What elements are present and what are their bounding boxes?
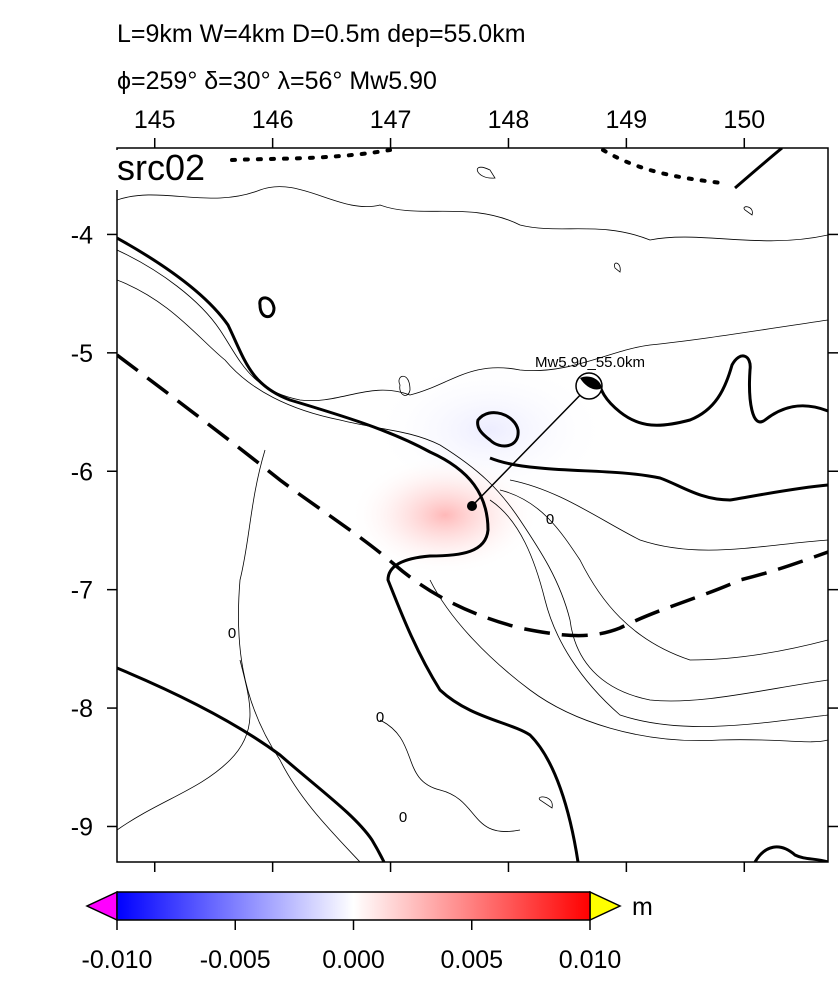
map-frame	[116, 147, 829, 863]
colorbar-high	[589, 890, 622, 922]
coastline	[596, 354, 828, 427]
colorbar	[85, 890, 622, 922]
bathymetry-contour	[117, 249, 828, 402]
colorbar-tick-label: 0.010	[559, 946, 622, 974]
bathymetry-contour	[429, 579, 828, 743]
coastline	[117, 666, 386, 862]
x-tick-label: 145	[134, 106, 176, 134]
x-tick-label: 149	[606, 106, 648, 134]
bathymetry-contour	[379, 719, 521, 832]
x-tick-label: 147	[370, 106, 412, 134]
map-content	[117, 148, 828, 862]
x-tick-label: 148	[488, 106, 530, 134]
label-box	[113, 150, 223, 190]
title-line: ϕ=259° δ=30° λ=56° Mw5.90	[117, 67, 437, 95]
x-tick-label: 146	[252, 106, 294, 134]
y-tick-label: -9	[71, 813, 93, 841]
bathymetry-contour	[509, 479, 828, 551]
contour-label: 0	[546, 511, 554, 528]
event-link	[471, 385, 590, 507]
bathymetry-contour	[117, 186, 828, 242]
epicenter	[467, 501, 477, 511]
y-tick-label: -7	[71, 577, 93, 605]
plate-boundary	[230, 148, 392, 162]
colorbar-unit: m	[632, 893, 653, 921]
bathymetry-contour	[398, 166, 753, 809]
colorbar-tick-label: 0.000	[322, 946, 385, 974]
contour-label: 0	[228, 625, 236, 642]
coastline	[489, 456, 828, 502]
bathymetry-contour	[117, 659, 251, 831]
y-tick-label: -6	[71, 458, 93, 486]
beachball	[575, 372, 603, 400]
colorbar-tick-label: 0.005	[440, 946, 503, 974]
y-tick-label: -5	[71, 340, 93, 368]
coastline	[117, 236, 580, 862]
colorbar-ramp	[116, 891, 591, 921]
trench	[117, 353, 828, 638]
colorbar-tick-label: -0.005	[200, 946, 271, 974]
coastline	[734, 148, 783, 190]
y-tick-label: -8	[71, 695, 93, 723]
coastline	[753, 845, 828, 862]
coastline	[258, 296, 520, 448]
contour-label: 0	[376, 709, 384, 726]
bathymetry-contour	[499, 489, 828, 661]
contour-label: 0	[399, 809, 407, 826]
event-label: Mw5.90_55.0km	[535, 354, 645, 371]
bathymetry-contour	[117, 279, 828, 702]
panel-label: src02	[117, 147, 205, 188]
title-line: L=9km W=4km D=0.5m dep=55.0km	[117, 20, 526, 48]
colorbar-low	[85, 890, 118, 922]
x-tick-label: 150	[723, 106, 765, 134]
bathymetry-contour	[489, 499, 828, 727]
bathymetry-contour	[238, 449, 361, 862]
plate-boundary	[601, 148, 724, 185]
colorbar-tick-label: -0.010	[82, 946, 153, 974]
y-tick-label: -4	[71, 221, 93, 249]
